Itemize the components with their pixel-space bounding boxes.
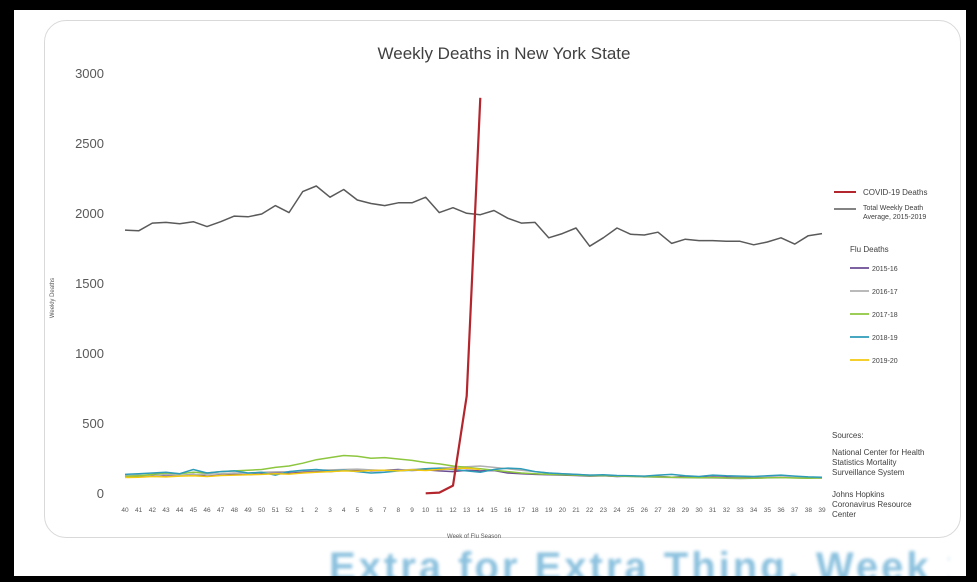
x-tick-label: 52	[285, 507, 293, 514]
x-tick-label: 37	[791, 507, 799, 514]
x-tick-label: 48	[231, 507, 239, 514]
sources-heading: Sources:	[832, 431, 864, 440]
x-tick-label: 28	[668, 507, 676, 514]
x-tick-label: 40	[121, 507, 129, 514]
x-tick-label: 36	[777, 507, 785, 514]
x-tick-label: 51	[272, 507, 280, 514]
series-line	[124, 467, 823, 478]
legend-label: Total Weekly Death Average, 2015-2019	[863, 205, 926, 221]
y-tick-label: 2500	[75, 136, 104, 151]
x-axis-ticks: 40 41 42 43 44 45 46 47 48 49 50 51 52 1 2 3 4 5 6 7 8 9 10 11 1…	[121, 507, 826, 514]
legend-label: COVID-19 Deaths	[863, 188, 927, 197]
x-tick-label: 9	[410, 507, 414, 514]
x-tick-label: 2	[315, 507, 319, 514]
series-line	[124, 467, 481, 479]
x-tick-label: 46	[203, 507, 211, 514]
series-line	[124, 185, 823, 247]
x-tick-label: 30	[695, 507, 703, 514]
x-tick-label: 50	[258, 507, 266, 514]
legend-label: 2017-18	[872, 312, 898, 319]
legend-group-title: Flu Deaths	[850, 245, 889, 254]
legend-label: 2016-17	[872, 289, 898, 296]
x-tick-label: 6	[369, 507, 373, 514]
x-tick-label: 5	[356, 507, 360, 514]
y-tick-label: 2000	[75, 206, 104, 221]
x-tick-label: 7	[383, 507, 387, 514]
x-tick-label: 16	[504, 507, 512, 514]
legend-label: 2019-20	[872, 358, 898, 365]
x-tick-label: 11	[436, 507, 443, 514]
x-tick-label: 10	[422, 507, 430, 514]
x-tick-label: 33	[736, 507, 744, 514]
y-tick-label: 500	[82, 416, 104, 431]
y-tick-label: 1500	[75, 276, 104, 291]
series-lines	[124, 97, 823, 495]
x-tick-label: 21	[572, 507, 580, 514]
chart-card	[44, 20, 961, 538]
y-axis-label: Weekly Deaths	[50, 278, 56, 318]
x-tick-label: 18	[531, 507, 539, 514]
x-tick-label: 24	[613, 507, 621, 514]
x-tick-label: 22	[586, 507, 594, 514]
x-tick-label: 3	[328, 507, 332, 514]
x-tick-label: 42	[149, 507, 157, 514]
x-tick-label: 44	[176, 507, 184, 514]
x-tick-label: 34	[750, 507, 758, 514]
x-tick-label: 47	[217, 507, 225, 514]
y-tick-label: 1000	[75, 346, 104, 361]
x-tick-label: 31	[709, 507, 717, 514]
x-tick-label: 13	[463, 507, 471, 514]
x-tick-label: 20	[559, 507, 567, 514]
legend-label: 2018-19	[872, 335, 898, 342]
y-tick-label: 0	[97, 486, 104, 501]
x-tick-label: 45	[190, 507, 198, 514]
x-tick-label: 17	[518, 507, 526, 514]
source-entry: Johns Hopkins Coronavirus Resource Center	[832, 490, 912, 519]
y-tick-label: 3000	[75, 66, 104, 81]
x-tick-label: 1	[301, 507, 305, 514]
x-tick-label: 23	[600, 507, 608, 514]
x-tick-label: 25	[627, 507, 635, 514]
series-line	[425, 97, 482, 495]
y-axis-ticks: 0 500 1000 1500 2000 2500 3000	[75, 66, 104, 501]
x-tick-label: 29	[682, 507, 690, 514]
bottom-caption: Extra for Extra Thing. Week 1 2020	[329, 545, 949, 576]
x-tick-label: 15	[490, 507, 498, 514]
x-tick-label: 38	[805, 507, 813, 514]
sources-note: Sources: National Center for Health Statis…	[832, 431, 925, 519]
x-tick-label: 14	[477, 507, 485, 514]
x-tick-label: 19	[545, 507, 553, 514]
x-tick-label: 43	[162, 507, 170, 514]
screenshot-frame: Weekly Deaths in New York State Weekly D…	[14, 10, 966, 576]
legend-label: 2015-16	[872, 266, 898, 273]
x-tick-label: 8	[397, 507, 401, 514]
x-axis-label: Week of Flu Season	[447, 534, 501, 540]
chart-title: Weekly Deaths in New York State	[378, 44, 631, 63]
chart-area: Weekly Deaths in New York State Weekly D…	[50, 44, 927, 540]
x-tick-label: 27	[654, 507, 662, 514]
x-tick-label: 49	[244, 507, 252, 514]
x-tick-label: 4	[342, 507, 346, 514]
x-tick-label: 26	[641, 507, 649, 514]
x-tick-label: 32	[723, 507, 731, 514]
x-tick-label: 35	[764, 507, 772, 514]
source-entry: National Center for Health Statistics Mor…	[832, 448, 925, 477]
x-tick-label: 39	[818, 507, 826, 514]
x-tick-label: 12	[449, 507, 457, 514]
x-tick-label: 41	[135, 507, 143, 514]
legend: COVID-19 Deaths Total Weekly Death Average…	[834, 188, 927, 365]
